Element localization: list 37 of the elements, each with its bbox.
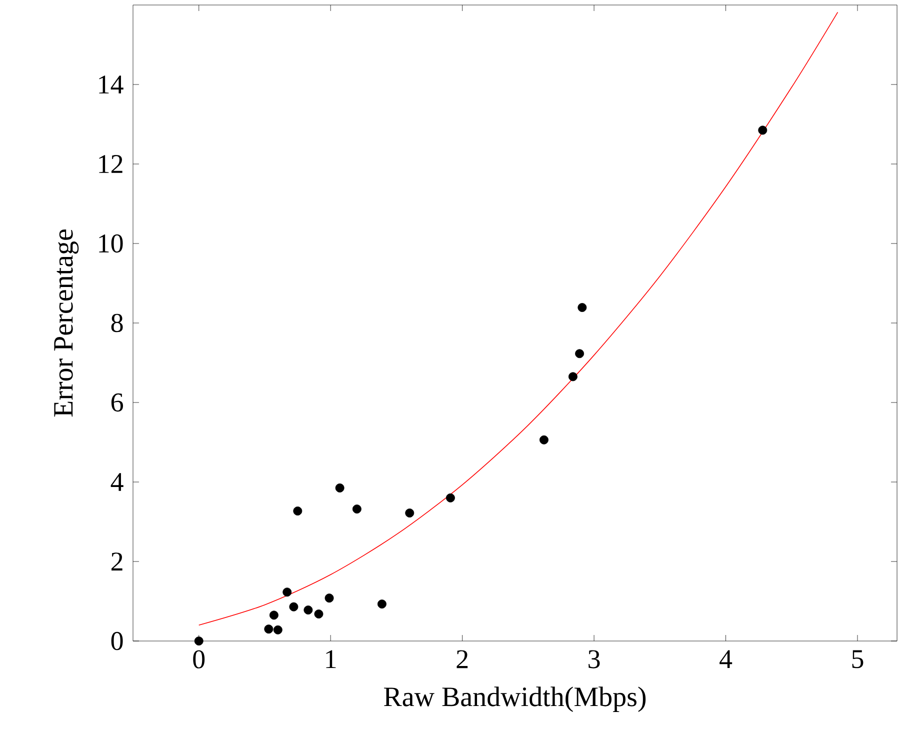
y-tick-label: 8 (111, 314, 123, 332)
y-tick-label: 6 (111, 393, 124, 412)
point (540, 435, 548, 444)
x-tick-label: 0 (193, 650, 205, 668)
point (335, 483, 344, 492)
point (314, 609, 324, 618)
point (352, 504, 362, 514)
x-tick-label: 2 (456, 650, 468, 668)
point (304, 606, 313, 614)
point (405, 508, 414, 518)
point (269, 610, 278, 620)
point (575, 349, 584, 358)
y-axis-title: Error Percentage (54, 230, 79, 417)
x-tick-label: 5 (852, 650, 864, 668)
point (446, 493, 455, 502)
point (758, 126, 768, 135)
point (324, 594, 334, 603)
y-tick-label: 2 (111, 552, 122, 570)
y-tick-label: 0 (111, 632, 123, 650)
y-tick-label: 10 (99, 234, 123, 253)
point (568, 372, 578, 382)
x-axis-title: Raw Bandwidth(Mbps) (384, 686, 646, 712)
point (293, 506, 302, 516)
point (264, 624, 274, 634)
x-tick-label: 3 (588, 650, 600, 668)
x-tick-label: 4 (720, 650, 732, 668)
point (194, 636, 204, 646)
x-tick-label: 1 (326, 650, 336, 668)
point (289, 602, 298, 612)
point (377, 600, 386, 609)
point (578, 303, 587, 312)
line-series (198, 12, 838, 626)
y-tick-label: 12 (99, 155, 122, 173)
point (273, 625, 282, 634)
y-tick-label: 4 (110, 473, 124, 491)
y-tick-label: 14 (99, 76, 124, 94)
point (282, 588, 292, 597)
